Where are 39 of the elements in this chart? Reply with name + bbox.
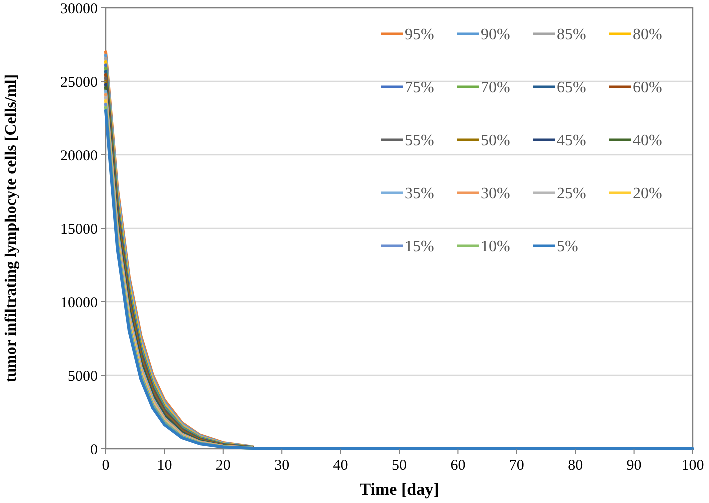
legend-label: 95% — [405, 26, 434, 44]
legend-label: 30% — [481, 186, 510, 203]
legend-label: 80% — [633, 26, 662, 44]
x-tick-label: 70 — [509, 458, 524, 474]
y-tick-label: 25000 — [60, 74, 98, 91]
legend-label: 20% — [633, 186, 662, 203]
x-tick-label: 60 — [450, 458, 466, 474]
legend-label: 90% — [481, 26, 510, 44]
x-tick-label: 80 — [568, 458, 584, 474]
legend-label: 50% — [481, 132, 510, 150]
x-tick-label: 20 — [216, 458, 231, 474]
y-tick-label: 15000 — [60, 222, 98, 238]
x-axis-title: Time [day] — [360, 480, 440, 499]
x-tick-label: 100 — [682, 458, 704, 474]
legend-label: 35% — [405, 186, 434, 203]
x-tick-label: 10 — [157, 458, 172, 474]
x-tick-label: 0 — [102, 458, 110, 474]
y-tick-label: 20000 — [60, 148, 98, 164]
y-tick-label: 5000 — [68, 368, 98, 385]
legend-label: 40% — [633, 132, 662, 150]
legend-label: 60% — [633, 80, 662, 97]
x-tick-label: 50 — [392, 458, 407, 474]
legend-label: 75% — [405, 80, 434, 97]
legend-label: 25% — [557, 186, 586, 203]
legend-label: 10% — [481, 238, 510, 256]
y-tick-label: 10000 — [60, 295, 98, 312]
x-tick-label: 30 — [274, 458, 290, 474]
y-tick-label: 30000 — [60, 1, 98, 18]
legend-label: 5% — [557, 238, 578, 256]
x-tick-label: 40 — [333, 458, 348, 474]
legend-label: 85% — [557, 26, 586, 44]
legend-label: 45% — [557, 132, 586, 150]
legend-label: 70% — [481, 80, 510, 97]
y-tick-label: 0 — [90, 442, 98, 458]
legend-label: 15% — [405, 238, 434, 256]
legend-label: 55% — [405, 132, 434, 150]
y-axis-title: tumor infiltrating lymphocyte cells [Cells/ml] — [3, 74, 20, 383]
x-tick-label: 90 — [626, 458, 642, 474]
legend-label: 65% — [557, 80, 586, 97]
